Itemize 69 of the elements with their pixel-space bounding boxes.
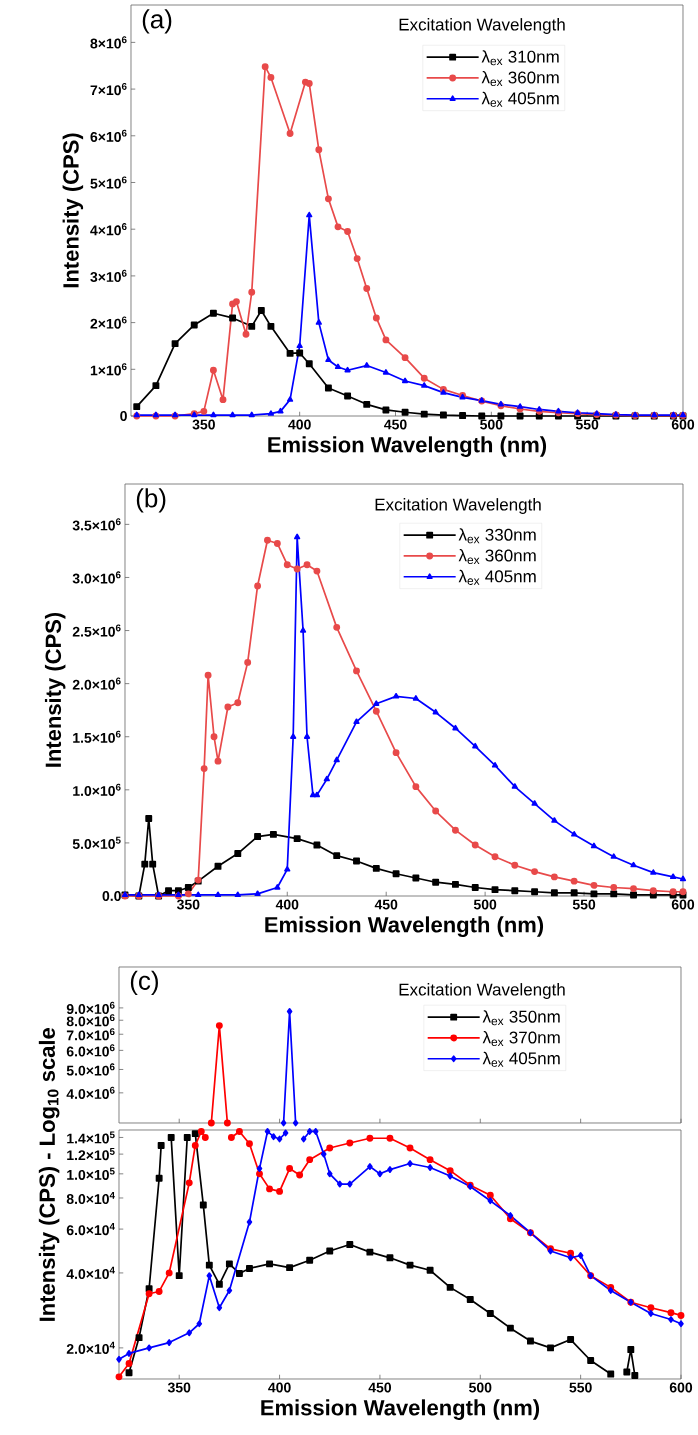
y-axis-title: Intensity (CPS) xyxy=(44,612,66,767)
legend-label: λ$_{ex}$ 350nm xyxy=(482,1010,560,1026)
y-tick-label: 4×10$^{6}$ xyxy=(90,223,127,236)
y-tick-label: 5.0×10$^{5}$ xyxy=(72,836,121,849)
y-tick-label: 8×10$^{6}$ xyxy=(90,36,127,49)
y-tick-label: 2.5×10$^{6}$ xyxy=(72,624,121,637)
y-tick-label: 1.2×10$^{5}$ xyxy=(67,1148,115,1161)
x-axis-title: Emission Wavelength (nm) xyxy=(268,436,547,457)
y-tick-label: 3×10$^{6}$ xyxy=(90,269,127,283)
y-axis-title: Intensity (CPS) - Log$_{10}$ scale xyxy=(38,1028,60,1321)
x-tick-label: 400 xyxy=(275,899,299,910)
legend-label: λ$_{ex}$ 370nm xyxy=(482,1031,560,1047)
y-tick-label: 1.0×10$^{5}$ xyxy=(67,1167,115,1180)
y-tick-label: 1×10$^{6}$ xyxy=(90,363,127,376)
x-tick-label: 500 xyxy=(469,1382,492,1393)
y-tick-label: 1.0×10$^{6}$ xyxy=(73,783,121,796)
x-tick-label: 400 xyxy=(288,419,311,430)
y-tick-label: 1.4×10$^{5}$ xyxy=(67,1131,115,1144)
y-tick-label: 7×10$^{6}$ xyxy=(90,82,127,96)
y-tick-label: 5×10$^{6}$ xyxy=(90,176,127,189)
y-tick-label: 3.0×10$^{6}$ xyxy=(72,571,121,584)
y-tick-label: 2×10$^{6}$ xyxy=(90,316,127,329)
x-tick-label: 400 xyxy=(268,1382,291,1393)
x-tick-label: 500 xyxy=(480,419,503,430)
y-tick-label: 5.0×10$^{6}$ xyxy=(66,1063,115,1076)
y-tick-label: 0.0 xyxy=(102,891,121,901)
y-tick-label: 3.5×10$^{6}$ xyxy=(72,518,121,531)
x-tick-label: 550 xyxy=(569,1382,592,1393)
legend-label: λ$_{ex}$ 310nm xyxy=(481,50,559,66)
legend-title: Excitation Wavelength xyxy=(399,983,565,999)
chart-title: (a) xyxy=(142,9,172,34)
legend-label: λ$_{ex}$ 360nm xyxy=(481,71,559,87)
y-tick-label: 7.0×10$^{6}$ xyxy=(66,1028,115,1041)
y-axis-title: Intensity (CPS) xyxy=(62,133,84,288)
y-tick-label: 4.0×10$^{4}$ xyxy=(66,1266,115,1279)
x-tick-label: 600 xyxy=(671,419,695,430)
y-tick-label: 8.0×10$^{6}$ xyxy=(66,1014,115,1027)
y-tick-label: 9.0×10$^{6}$ xyxy=(66,1001,115,1014)
legend-label: λ$_{ex}$ 330nm xyxy=(458,528,536,544)
x-tick-label: 600 xyxy=(671,899,695,910)
x-tick-label: 450 xyxy=(374,899,398,910)
y-tick-label: 0 xyxy=(120,411,127,421)
legend-label: λ$_{ex}$ 405nm xyxy=(481,91,559,107)
x-tick-label: 350 xyxy=(176,899,200,910)
y-tick-label: 8.0×10$^{4}$ xyxy=(66,1191,115,1205)
y-tick-label: 1.5×10$^{6}$ xyxy=(73,730,121,743)
y-tick-label: 4.0×10$^{6}$ xyxy=(66,1086,115,1099)
x-tick-label: 450 xyxy=(384,419,407,430)
x-tick-label: 350 xyxy=(167,1382,191,1393)
y-tick-label: 6×10$^{6}$ xyxy=(90,129,127,142)
chart-title: (c) xyxy=(130,970,158,996)
x-tick-label: 450 xyxy=(368,1382,392,1393)
legend-title: Excitation Wavelength xyxy=(375,498,541,514)
x-tick-label: 600 xyxy=(669,1382,693,1393)
x-tick-label: 550 xyxy=(575,419,599,430)
legend-title: Excitation Wavelength xyxy=(399,18,565,34)
x-tick-label: 350 xyxy=(192,419,215,430)
x-axis-title: Emission Wavelength (nm) xyxy=(265,916,544,937)
y-tick-label: 6.0×10$^{4}$ xyxy=(66,1223,115,1236)
y-tick-label: 6.0×10$^{6}$ xyxy=(66,1044,115,1057)
x-tick-label: 500 xyxy=(473,899,497,910)
chart-title: (b) xyxy=(136,488,166,513)
legend-label: λ$_{ex}$ 405nm xyxy=(458,569,536,585)
y-tick-label: 2.0×10$^{4}$ xyxy=(66,1341,115,1354)
y-tick-label: 2.0×10$^{6}$ xyxy=(72,677,121,690)
legend-label: λ$_{ex}$ 360nm xyxy=(458,549,536,565)
x-axis-title: Emission Wavelength (nm) xyxy=(261,1399,540,1420)
x-tick-label: 550 xyxy=(572,899,596,910)
legend-label: λ$_{ex}$ 405nm xyxy=(482,1051,560,1067)
